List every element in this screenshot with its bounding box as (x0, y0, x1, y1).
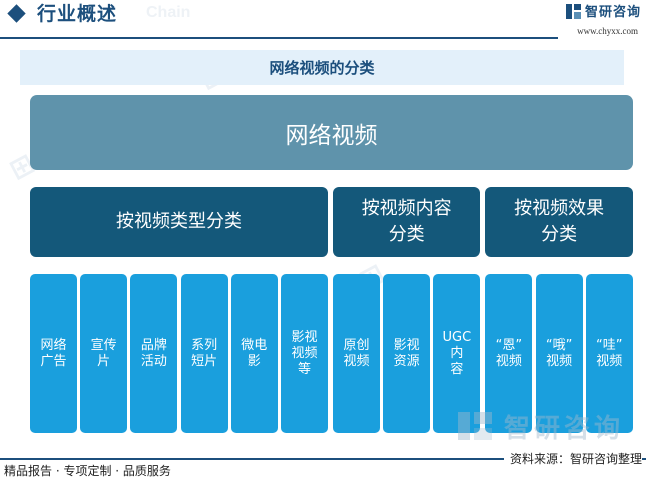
footer-divider (0, 458, 646, 460)
category-node: 按视频内容 分类 (333, 187, 481, 257)
logo-text: 智研咨询 (585, 5, 642, 20)
logo-icon (566, 4, 581, 19)
leaf-node: 网络 广告 (30, 274, 77, 433)
section-title: 行业概述 (37, 3, 118, 25)
ghost-text: Chain (146, 4, 191, 21)
watermark-logo-icon (458, 412, 492, 440)
watermark-text: 智研咨询 (504, 414, 625, 444)
page-header: 行业概述 Chain 智研咨询 www.chyxx.com (0, 0, 646, 40)
leaf-node: “哇” 视频 (585, 274, 633, 433)
leaf-node: “恩” 视频 (485, 274, 533, 433)
logo-url: www.chyxx.com (577, 26, 638, 36)
leaf-node: 品牌 活动 (130, 274, 178, 433)
root-node: 网络视频 (30, 95, 633, 170)
leaf-node: 影视 资源 (383, 274, 431, 433)
source-note: 资料来源：智研咨询整理 (503, 450, 642, 467)
leaf-node: “哦” 视频 (535, 274, 583, 433)
category-node: 按视频类型分类 (30, 187, 328, 257)
leaf-node: 系列 短片 (180, 274, 228, 433)
leaf-node: 影视 视频 等 (281, 274, 328, 433)
category-node: 按视频效果 分类 (485, 187, 633, 257)
diamond-icon (7, 4, 26, 23)
leaf-node: 宣传 片 (80, 274, 128, 433)
header-divider (0, 37, 558, 39)
leaf-node: UGC内 容 (433, 274, 481, 433)
leaf-node: 原创 视频 (333, 274, 380, 433)
footer-slogan: 精品报告 · 专项定制 · 品质服务 (4, 464, 171, 478)
leaf-node: 微电 影 (230, 274, 278, 433)
diagram-title: 网络视频的分类 (20, 50, 624, 85)
